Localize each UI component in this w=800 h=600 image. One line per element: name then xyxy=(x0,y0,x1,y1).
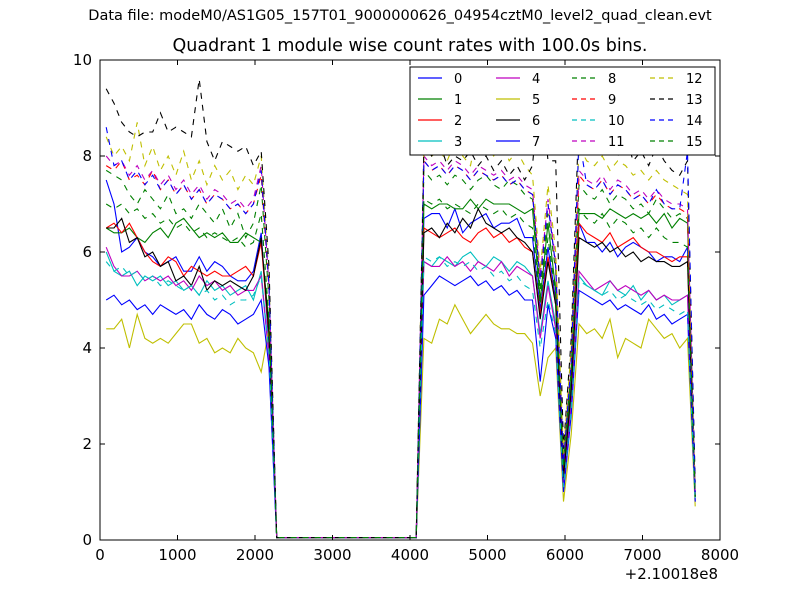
legend-label-3: 3 xyxy=(454,135,462,150)
figure-suptitle: Data file: modeM0/AS1G05_157T01_90000006… xyxy=(88,8,712,24)
series-line-6 xyxy=(106,207,696,539)
x-tick-label: 4000 xyxy=(391,546,429,564)
x-tick-label: 3000 xyxy=(313,546,351,564)
x-tick-label: 0 xyxy=(95,546,105,564)
series-line-7 xyxy=(105,275,696,539)
y-tick-label: 6 xyxy=(82,243,92,261)
y-tick-label: 8 xyxy=(82,147,92,165)
x-tick-label: 7000 xyxy=(623,546,661,564)
legend-label-15: 15 xyxy=(686,135,703,150)
series-layer xyxy=(105,79,696,539)
series-line-5 xyxy=(106,303,696,539)
legend-label-0: 0 xyxy=(454,72,462,87)
x-offset-label: +2.10018e8 xyxy=(625,565,718,583)
chart-title: Quadrant 1 module wise count rates with … xyxy=(172,36,648,56)
series-line-1 xyxy=(105,198,696,539)
legend-label-10: 10 xyxy=(608,114,625,129)
series-line-8 xyxy=(105,168,696,539)
legend-frame xyxy=(409,66,716,156)
legend-label-2: 2 xyxy=(454,114,462,129)
y-tick-label: 10 xyxy=(73,51,92,69)
x-tick-label: 6000 xyxy=(546,546,584,564)
series-line-10 xyxy=(105,255,696,539)
legend-label-8: 8 xyxy=(608,72,616,87)
series-line-11 xyxy=(105,154,696,539)
legend-label-7: 7 xyxy=(532,135,540,150)
y-tick-label: 4 xyxy=(82,339,92,357)
legend-label-13: 13 xyxy=(686,93,703,108)
x-tick-label: 2000 xyxy=(236,546,274,564)
legend-label-12: 12 xyxy=(686,72,703,87)
x-tick-label: 8000 xyxy=(701,546,739,564)
legend-label-4: 4 xyxy=(532,72,540,87)
legend-label-11: 11 xyxy=(608,135,625,150)
series-line-3 xyxy=(105,251,696,539)
legend-label-1: 1 xyxy=(454,93,462,108)
x-tick-label: 1000 xyxy=(158,546,196,564)
legend-label-5: 5 xyxy=(532,93,540,108)
series-line-4 xyxy=(105,246,696,539)
y-tick-label: 0 xyxy=(82,531,92,549)
series-line-15 xyxy=(105,198,696,539)
series-line-2 xyxy=(105,221,696,539)
legend-label-14: 14 xyxy=(686,114,703,129)
y-tick-label: 2 xyxy=(82,435,92,453)
series-line-9 xyxy=(105,159,696,539)
series-line-0 xyxy=(105,179,696,539)
series-line-12 xyxy=(105,122,696,539)
legend-label-6: 6 xyxy=(532,114,540,129)
x-tick-label: 5000 xyxy=(468,546,506,564)
legend-label-9: 9 xyxy=(608,93,616,108)
